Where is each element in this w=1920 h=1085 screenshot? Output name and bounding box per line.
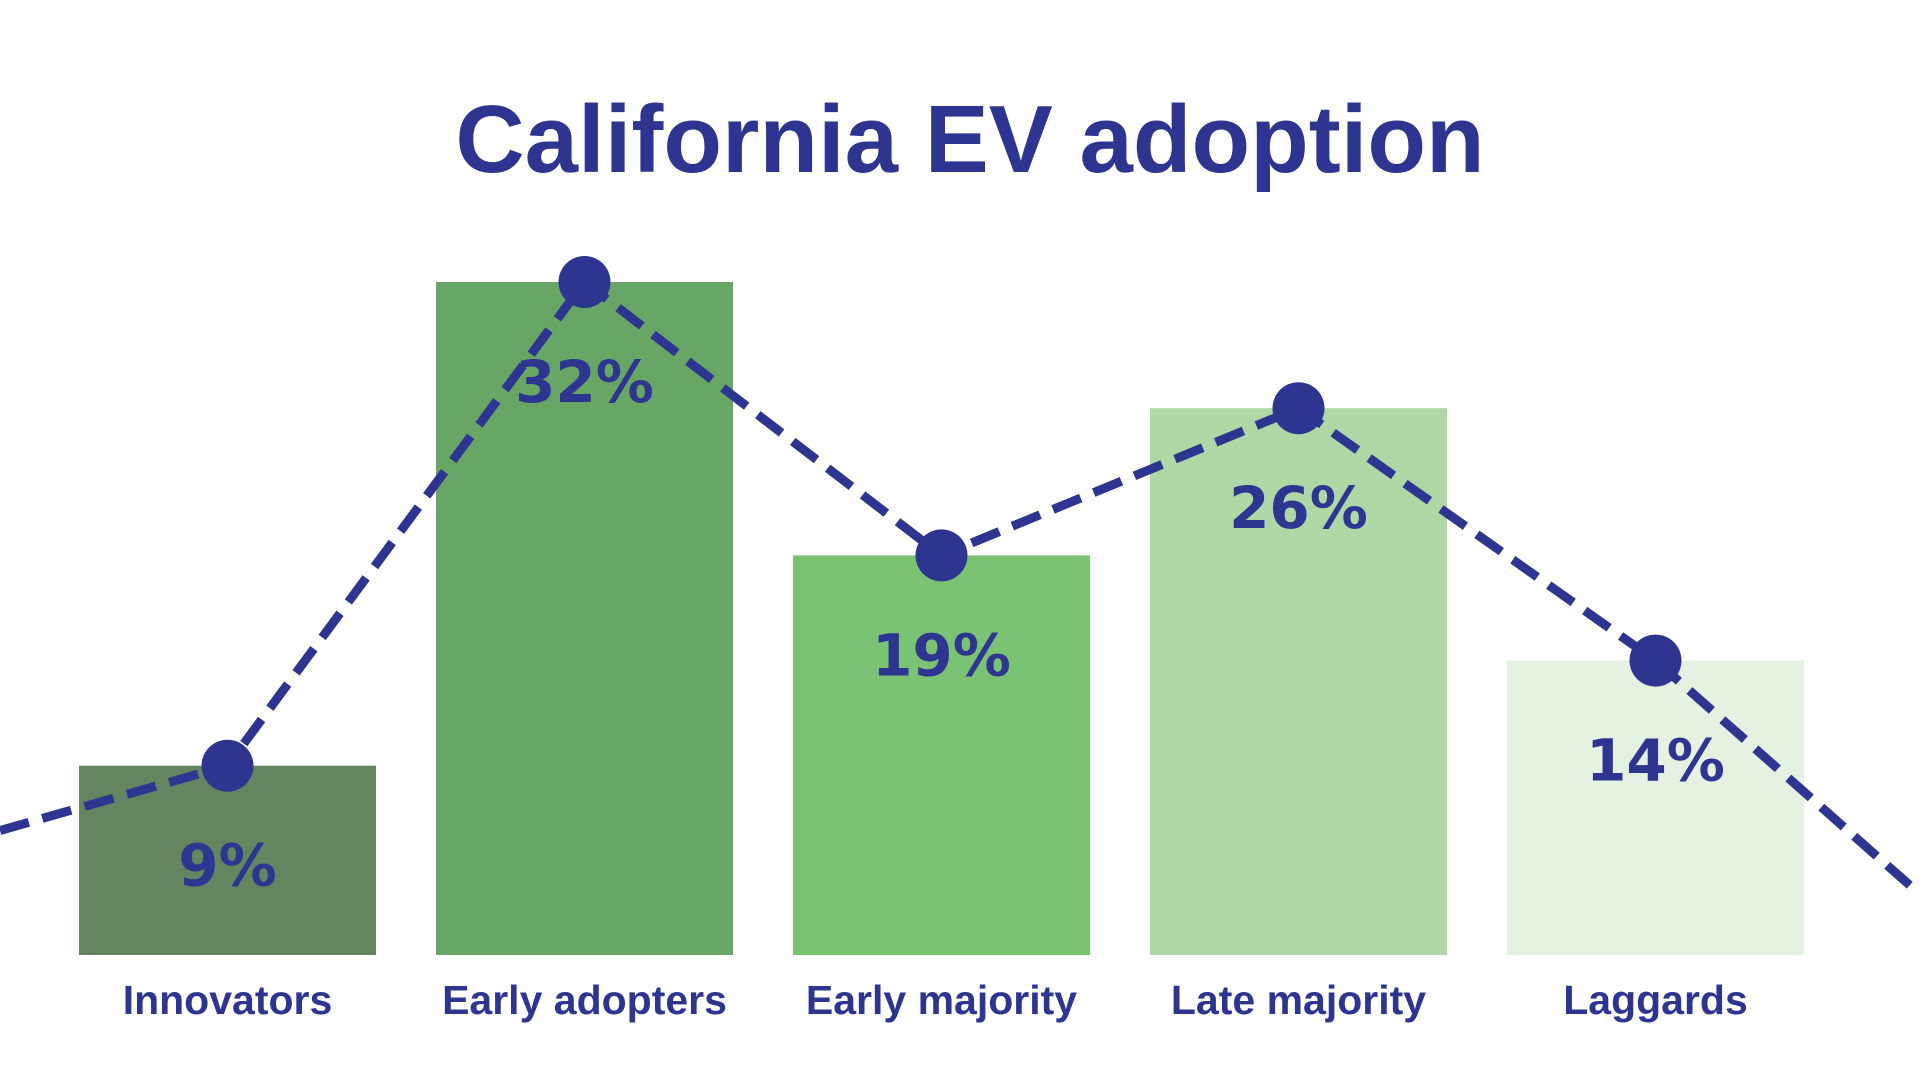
trend-point-late-majority	[1272, 382, 1325, 435]
trend-point-early-adopters	[558, 256, 611, 308]
chart-title: California EV adoption	[455, 86, 1484, 193]
trend-point-laggards	[1629, 634, 1682, 687]
bars-layer	[79, 282, 1804, 955]
bar-early-adopters	[436, 282, 733, 955]
category-label: Innovators	[123, 977, 333, 1023]
trend-line-layer	[0, 256, 1920, 898]
value-label: 9%	[178, 832, 276, 900]
value-label: 19%	[872, 621, 1011, 689]
value-label: 14%	[1586, 727, 1725, 795]
bar-early-majority	[793, 555, 1090, 955]
category-label: Laggards	[1563, 977, 1748, 1023]
category-label: Late majority	[1171, 977, 1426, 1023]
trend-point-early-majority	[915, 529, 968, 582]
bar-late-majority	[1150, 408, 1447, 955]
category-label: Early adopters	[442, 977, 727, 1023]
labels-layer: 9% Innovators 32% Early adopters 19% Early ma…	[123, 348, 1748, 1023]
category-label: Early majority	[806, 977, 1077, 1023]
trend-point-innovators	[201, 739, 254, 792]
bar-laggards	[1507, 660, 1804, 955]
value-label: 32%	[515, 348, 654, 416]
value-label: 26%	[1229, 474, 1368, 542]
